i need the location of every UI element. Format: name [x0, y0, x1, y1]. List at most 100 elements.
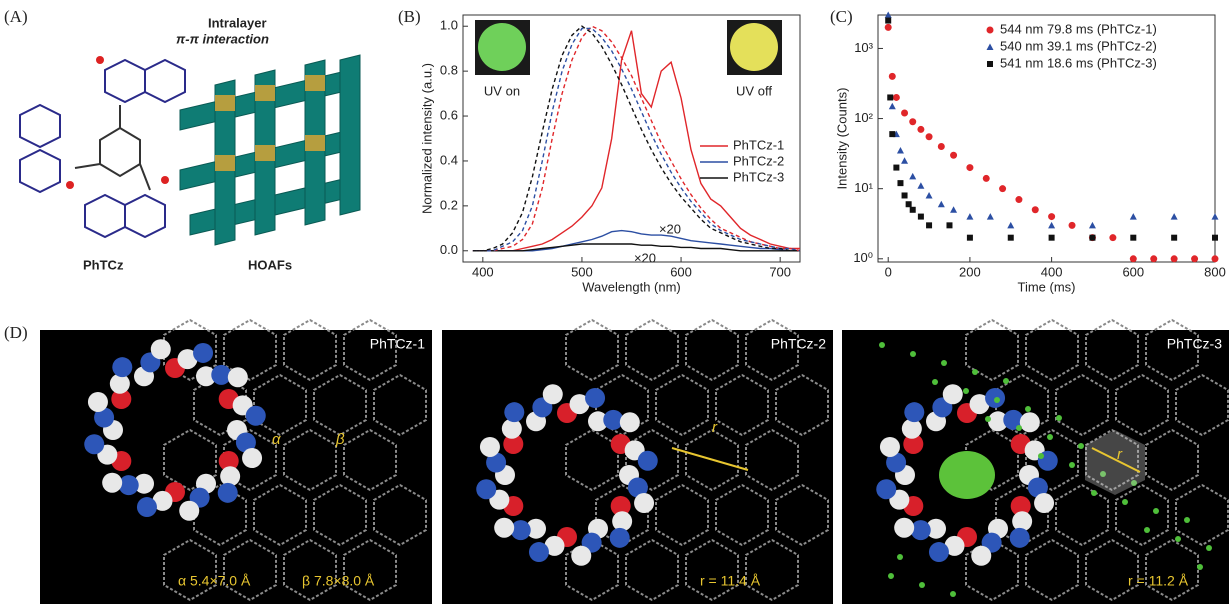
guest-molecule: [939, 451, 995, 499]
y-tick-label: 1.0: [440, 18, 458, 33]
atom: [876, 479, 896, 499]
data-point: [926, 133, 933, 140]
atom: [84, 434, 104, 454]
data-point: [889, 73, 896, 80]
data-point: [1212, 255, 1219, 262]
data-point: [1089, 235, 1095, 241]
guest-molecule: [1003, 378, 1009, 384]
guest-molecule: [919, 582, 925, 588]
y-tick-label: 0.6: [440, 107, 458, 122]
atom: [494, 518, 514, 538]
y-axis-label: Intensity (Counts): [834, 88, 849, 190]
legend-label: 541 nm 18.6 ms (PhTCz-3): [1000, 55, 1157, 70]
guest-molecule: [888, 573, 894, 579]
data-point: [987, 213, 994, 220]
guest-molecule: [1069, 462, 1075, 468]
guest-molecule: [1206, 545, 1212, 551]
atom: [1010, 528, 1030, 548]
annotation: π-π interaction: [176, 31, 269, 46]
legend-marker: [987, 44, 994, 51]
guest-molecule: [941, 360, 947, 366]
data-point: [918, 214, 924, 220]
atom: [151, 339, 171, 359]
annotation: β 7.8×8.0 Å: [302, 573, 375, 589]
panel-label: (B): [398, 7, 421, 26]
data-point: [1049, 235, 1055, 241]
atom: [571, 546, 591, 566]
inset-photo: [478, 23, 526, 71]
data-point: [926, 222, 932, 228]
atom: [880, 437, 900, 457]
x-axis-label: Wavelength (nm): [582, 279, 681, 294]
data-point: [885, 24, 892, 31]
atom: [88, 392, 108, 412]
data-point: [1171, 213, 1178, 220]
y-tick-label: 10⁰: [853, 250, 873, 265]
data-point: [889, 103, 896, 110]
guest-molecule: [1078, 443, 1084, 449]
atom: [943, 384, 963, 404]
data-point: [1150, 255, 1157, 262]
y-tick-label: 0.4: [440, 152, 458, 167]
atom: [585, 388, 605, 408]
data-point: [910, 207, 916, 213]
atom: [638, 451, 658, 471]
data-point: [983, 175, 990, 182]
inset-label: UV off: [736, 83, 772, 98]
data-point: [938, 143, 945, 150]
data-point: [1130, 213, 1137, 220]
data-point: [901, 157, 908, 164]
atom: [929, 542, 949, 562]
guest-molecule: [932, 379, 938, 385]
annotation: r = 11.2 Å: [1128, 573, 1189, 589]
guest-molecule: [879, 342, 885, 348]
guest-molecule: [1122, 499, 1128, 505]
atom: [1034, 493, 1054, 513]
guest-molecule: [1091, 490, 1097, 496]
data-point: [938, 201, 945, 208]
data-point: [1032, 206, 1039, 213]
data-point: [906, 201, 912, 207]
data-point: [1007, 222, 1014, 229]
figure: (A) (B) (C) (D) PhTCz In: [0, 0, 1229, 604]
x-tick-label: 200: [959, 264, 981, 279]
data-point: [1212, 235, 1218, 241]
guest-molecule: [950, 591, 956, 597]
annotation: β: [335, 431, 345, 448]
structure-image: [40, 320, 432, 604]
panel-title: PhTCz-2: [771, 336, 826, 352]
data-point: [901, 110, 908, 117]
data-point: [897, 147, 904, 154]
data-point: [999, 185, 1006, 192]
data-point: [966, 213, 973, 220]
data-point: [917, 182, 924, 189]
data-point: [893, 165, 899, 171]
data-point: [902, 192, 908, 198]
annotation: r = 11.4 Å: [700, 573, 761, 589]
atom: [218, 483, 238, 503]
data-point: [909, 173, 916, 180]
y-tick-label: 0.0: [440, 242, 458, 257]
data-point: [950, 206, 957, 213]
molecule-label: PhTCz: [83, 257, 124, 272]
panel-title: PhTCz-3: [1167, 336, 1222, 352]
data-point: [1048, 213, 1055, 220]
guest-molecule: [1056, 415, 1062, 421]
y-axis-label: Normalized intensity (a.u.): [419, 63, 434, 214]
atom: [971, 546, 991, 566]
atom: [137, 497, 157, 517]
data-point: [917, 126, 924, 133]
data-point: [887, 94, 893, 100]
atom: [179, 501, 199, 521]
data-point: [1171, 235, 1177, 241]
annotation: α 5.4×7.0 Å: [178, 573, 251, 589]
legend-label: PhTCz-3: [733, 169, 784, 184]
x-tick-label: 400: [1041, 264, 1063, 279]
x-tick-label: 800: [1204, 264, 1226, 279]
annotation: ×20: [659, 221, 681, 236]
guest-molecule: [1175, 536, 1181, 542]
data-point: [967, 235, 973, 241]
guest-molecule: [1016, 425, 1022, 431]
atom: [504, 402, 524, 422]
data-point: [909, 118, 916, 125]
